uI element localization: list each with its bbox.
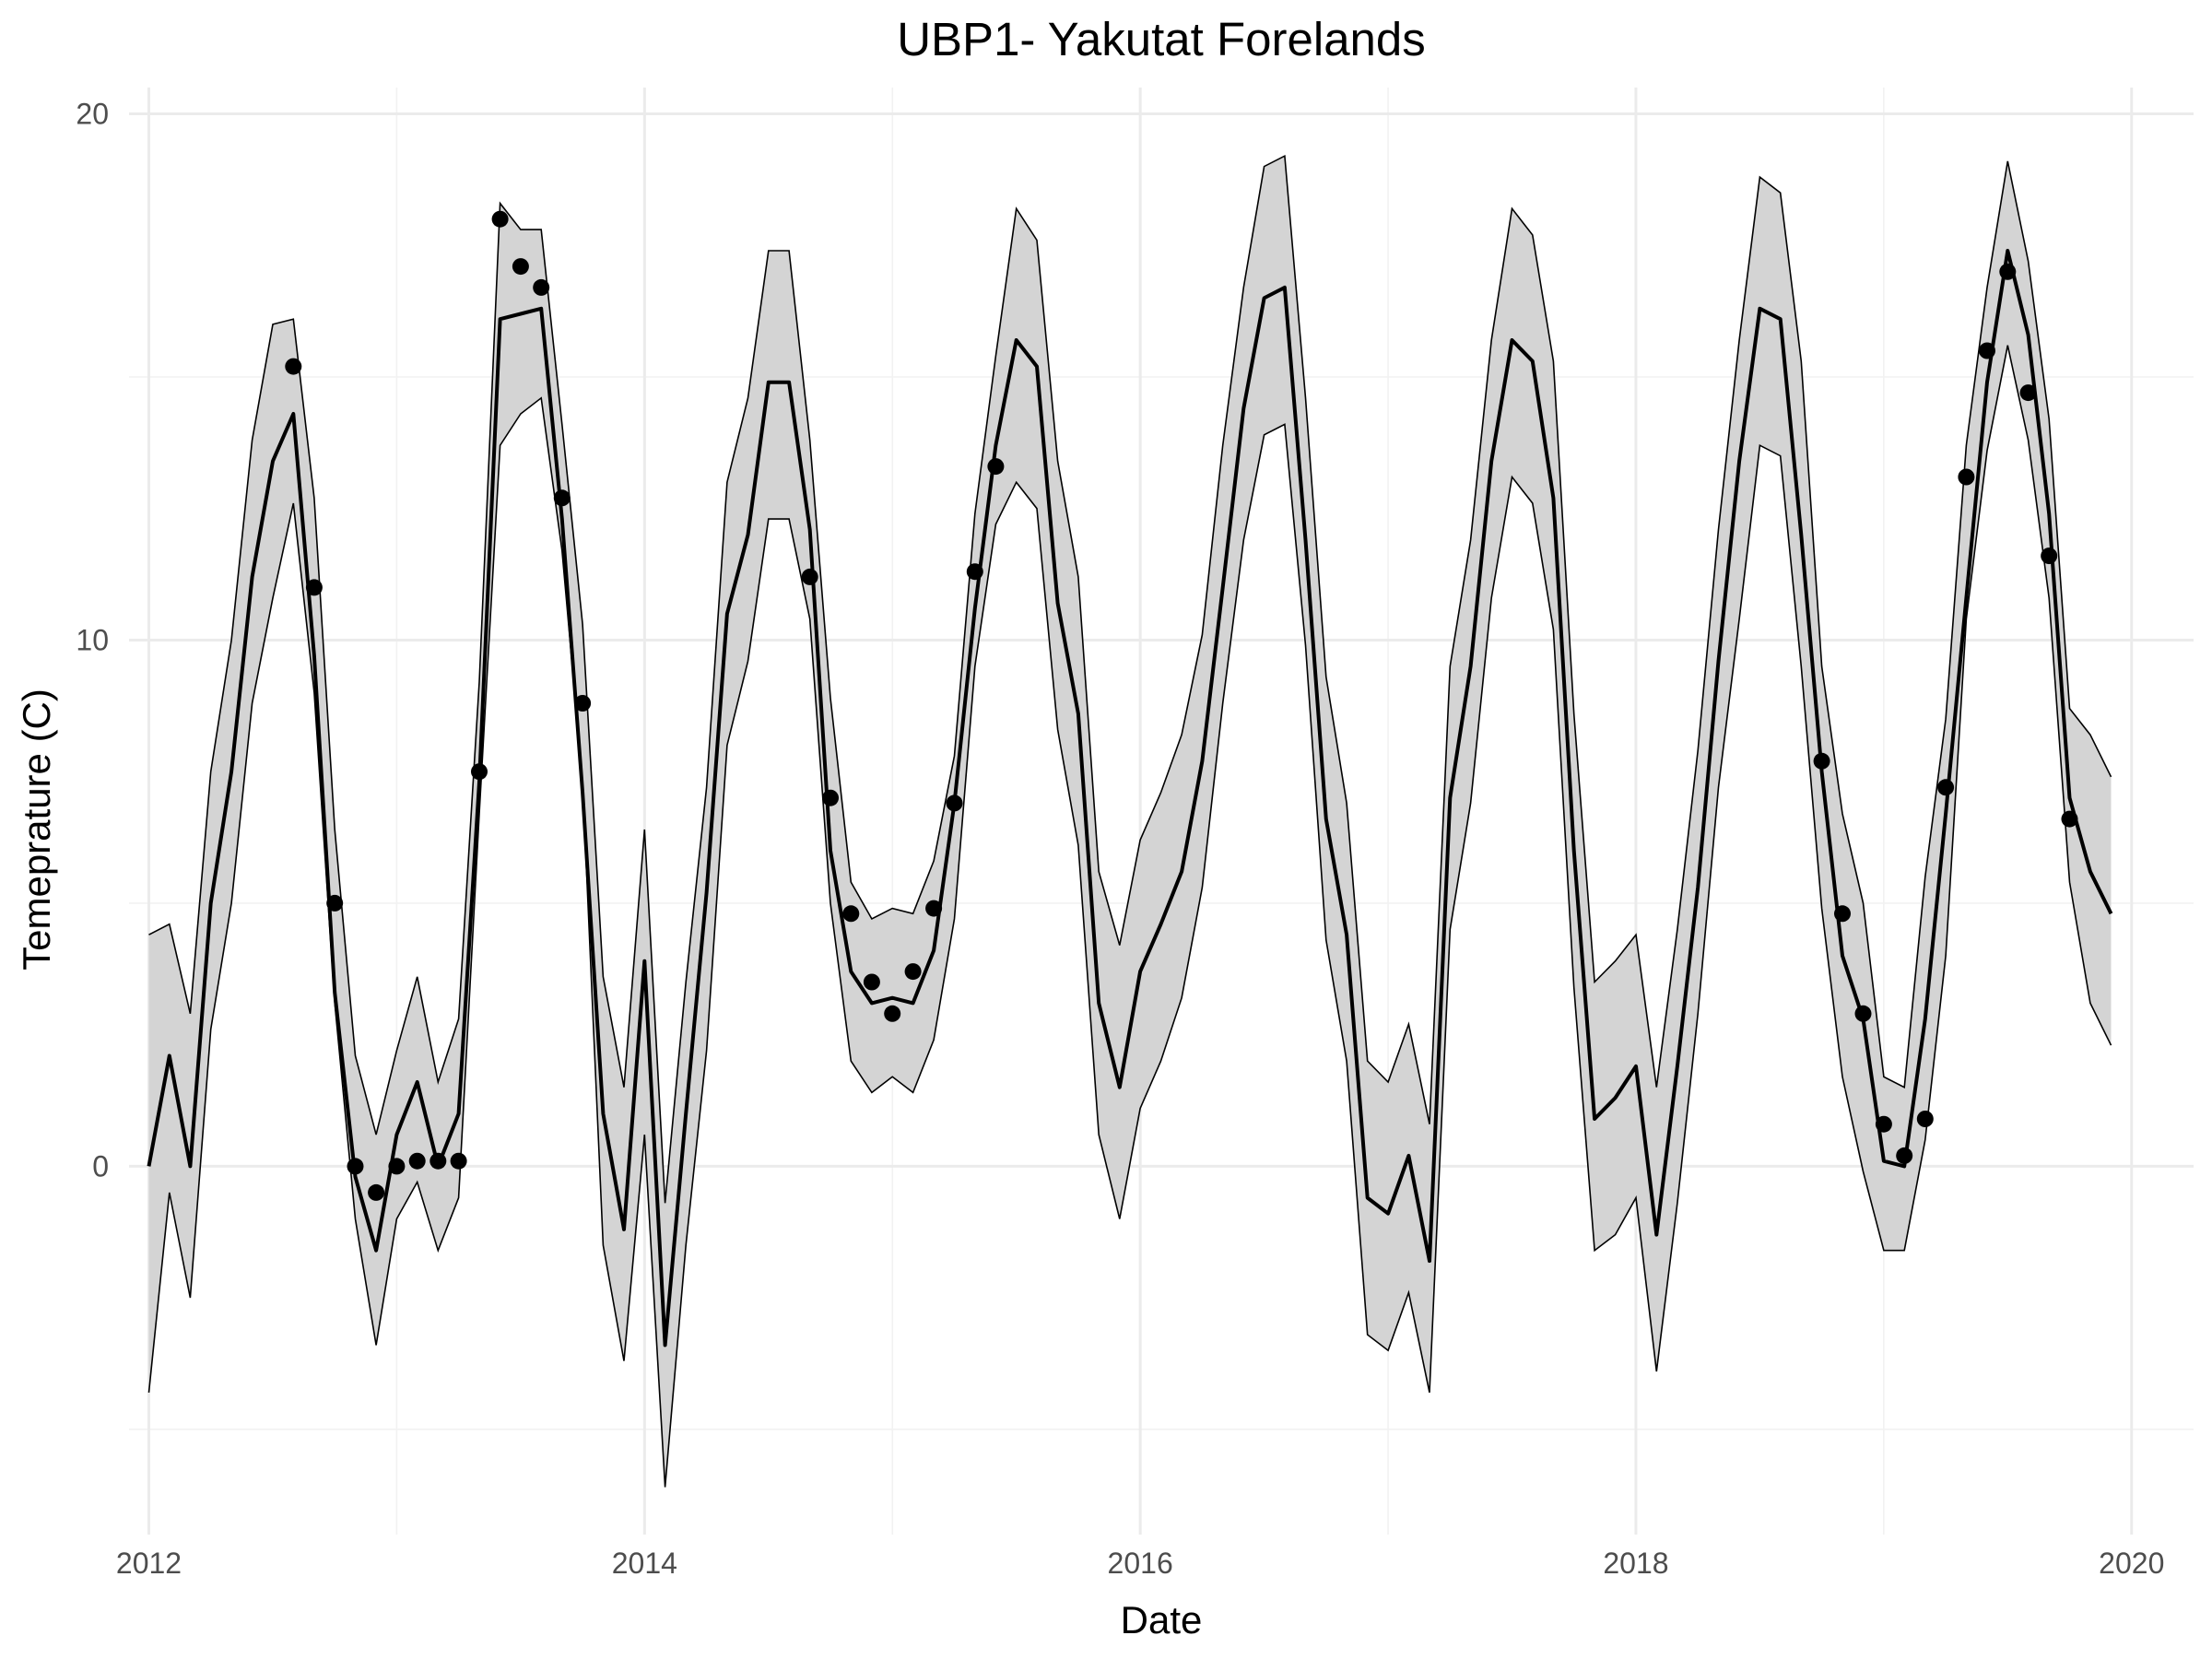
observed-point [1813, 752, 1830, 770]
observed-point [1958, 468, 1975, 486]
y-tick-label: 20 [76, 98, 109, 131]
x-tick-label: 2016 [1108, 1547, 1173, 1580]
observed-point [408, 1152, 426, 1170]
observed-point [904, 963, 922, 981]
observed-point [1937, 779, 1955, 796]
observed-point [1854, 1005, 1872, 1022]
observed-point [368, 1183, 385, 1201]
x-tick-label: 2018 [1603, 1547, 1668, 1580]
fitted-line [147, 249, 2113, 1347]
observed-point [305, 579, 323, 596]
confidence-ribbon [148, 156, 2112, 1488]
ribbon-bound-lines [147, 154, 2112, 1488]
observed-point [2019, 384, 2037, 402]
observed-point [429, 1152, 447, 1170]
x-tick-label: 2012 [116, 1547, 182, 1580]
observed-point [491, 210, 509, 228]
y-axis-title: Temeprature (C) [15, 688, 58, 971]
y-tick-label: 10 [76, 623, 109, 656]
observed-point [388, 1158, 406, 1175]
x-axis-tick-labels: 2012 2014 2016 2018 2020 [116, 1547, 2164, 1580]
observed-point [1999, 263, 2017, 280]
observed-point [1834, 905, 1851, 923]
observed-point [512, 258, 529, 276]
observed-point [533, 278, 550, 296]
observed-point [925, 900, 943, 917]
observed-points [285, 210, 2078, 1201]
observed-point [347, 1158, 364, 1175]
y-axis-tick-labels: 0 10 20 [76, 98, 109, 1183]
observed-point [471, 763, 488, 781]
observed-point [285, 358, 302, 375]
observed-point [2041, 547, 2058, 565]
y-tick-label: 0 [92, 1149, 109, 1182]
x-tick-label: 2014 [612, 1547, 677, 1580]
chart-title: UBP1- Yakutat Forelands [897, 13, 1426, 65]
observed-point [1896, 1147, 1913, 1164]
observed-point [863, 973, 880, 991]
observed-point [842, 905, 860, 923]
observed-point [801, 568, 818, 585]
observed-point [987, 458, 1005, 476]
observed-point [1979, 342, 1995, 359]
observed-point [574, 695, 592, 712]
observed-point [450, 1152, 467, 1170]
observed-point [966, 563, 983, 581]
observed-point [822, 789, 839, 806]
major-gridlines [129, 88, 2194, 1535]
observed-point [326, 894, 344, 912]
observed-point [1875, 1115, 1892, 1133]
upper-bound-line [148, 154, 2112, 1204]
x-axis-title: Date [1121, 1598, 1203, 1641]
ribbon-area [148, 156, 2112, 1488]
observed-point [884, 1005, 901, 1022]
observed-point [2061, 810, 2078, 828]
observed-point [1916, 1111, 1934, 1127]
observed-point [946, 794, 963, 812]
observed-point [553, 489, 571, 507]
lower-bound-line [147, 345, 2112, 1488]
fitted-line-layer [147, 249, 2113, 1347]
x-tick-label: 2020 [2099, 1547, 2164, 1580]
